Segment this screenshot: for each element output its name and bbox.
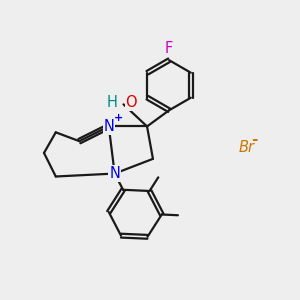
Text: Br: Br: [238, 140, 254, 154]
Text: F: F: [165, 41, 173, 56]
Text: -: -: [251, 132, 258, 147]
Text: N: N: [103, 119, 114, 134]
Text: N: N: [109, 166, 120, 181]
Text: O: O: [125, 95, 136, 110]
Text: +: +: [114, 113, 123, 123]
Text: H: H: [106, 95, 117, 110]
